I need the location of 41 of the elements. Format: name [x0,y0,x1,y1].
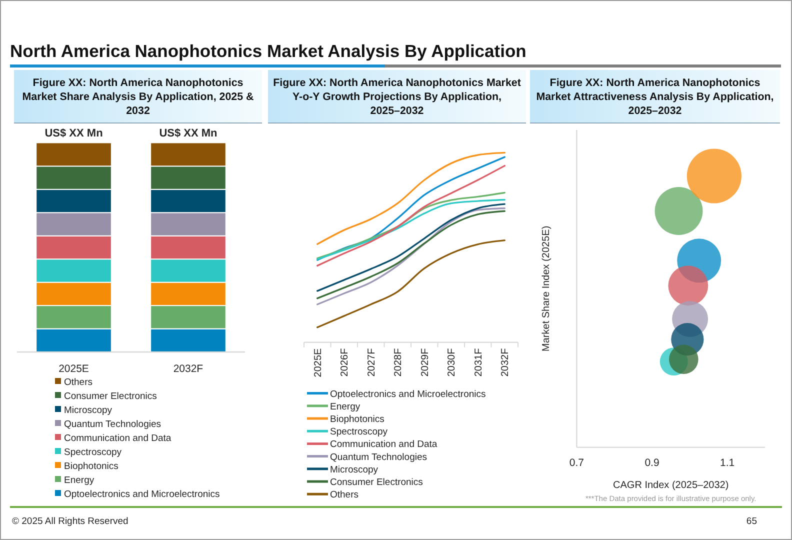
legend-label: Optoelectronics and Microelectronics [64,489,220,500]
legend-label: Consumer Electronics [330,477,424,488]
x-tick-label: 2030F [446,348,458,377]
x-tick-label: 0.9 [644,457,660,469]
legend-label: Energy [330,401,360,412]
x-tick-label: 2026F [340,348,351,377]
x-tick-label: 2027F [366,348,378,377]
legend-label: Communication and Data [64,433,172,444]
x-tick-label: 2029F [420,348,431,377]
x-tick-label: 0.7 [569,457,584,469]
text: © 2025 All Rights Reserved [12,516,128,527]
chart-title: Figure XX: North America Nanophotonics Market Y-o-Y Growth Projections By Application, 2025–2032 [273,77,522,117]
legend-label: Biophotonics [64,461,119,472]
x-axis-title: CAGR Index (2025–2032) [613,480,729,491]
x-tick-label: 2025E [58,363,89,375]
legend-label: Others [330,490,359,501]
legend-label: Others [64,377,93,388]
text: North America Nanophotonics Market Analysis By Application [10,41,526,61]
chart-title: Figure XX: North America Nanophotonics Market Attractiveness Analysis By Application, 2025–2032 [536,77,774,117]
x-tick-label: 2032F [173,363,204,375]
chart-title: Figure XX: North America Nanophotonics Market Share Analysis By Application, 2025 & 2032 [22,77,254,117]
x-tick-label: 2028F [393,348,404,377]
legend-label: Microscopy [64,405,112,416]
text: 65 [746,516,757,527]
x-tick-label: 1.1 [720,457,735,469]
legend-label: Energy [64,475,94,486]
legend-label: Spectroscopy [330,426,388,438]
x-tick-label: 2031F [473,348,484,377]
legend-label: Quantum Technologies [64,419,162,430]
legend-label: Biophotonics [330,414,385,425]
total-label: US$ XX Mn [159,128,218,140]
legend-label: Optoelectronics and Microelectronics [330,388,486,400]
y-axis-title: Market Share Index (2025E) [541,226,552,352]
x-tick-label: 2025E [312,348,324,378]
legend-label: Consumer Electronics [64,391,158,402]
legend-label: Microscopy [330,464,378,476]
x-tick-label: 2032F [500,348,512,377]
total-label: US$ XX Mn [44,128,104,140]
legend-label: Quantum Technologies [330,452,428,463]
legend-label: Spectroscopy [64,447,122,458]
legend-label: Communication and Data [330,439,438,450]
